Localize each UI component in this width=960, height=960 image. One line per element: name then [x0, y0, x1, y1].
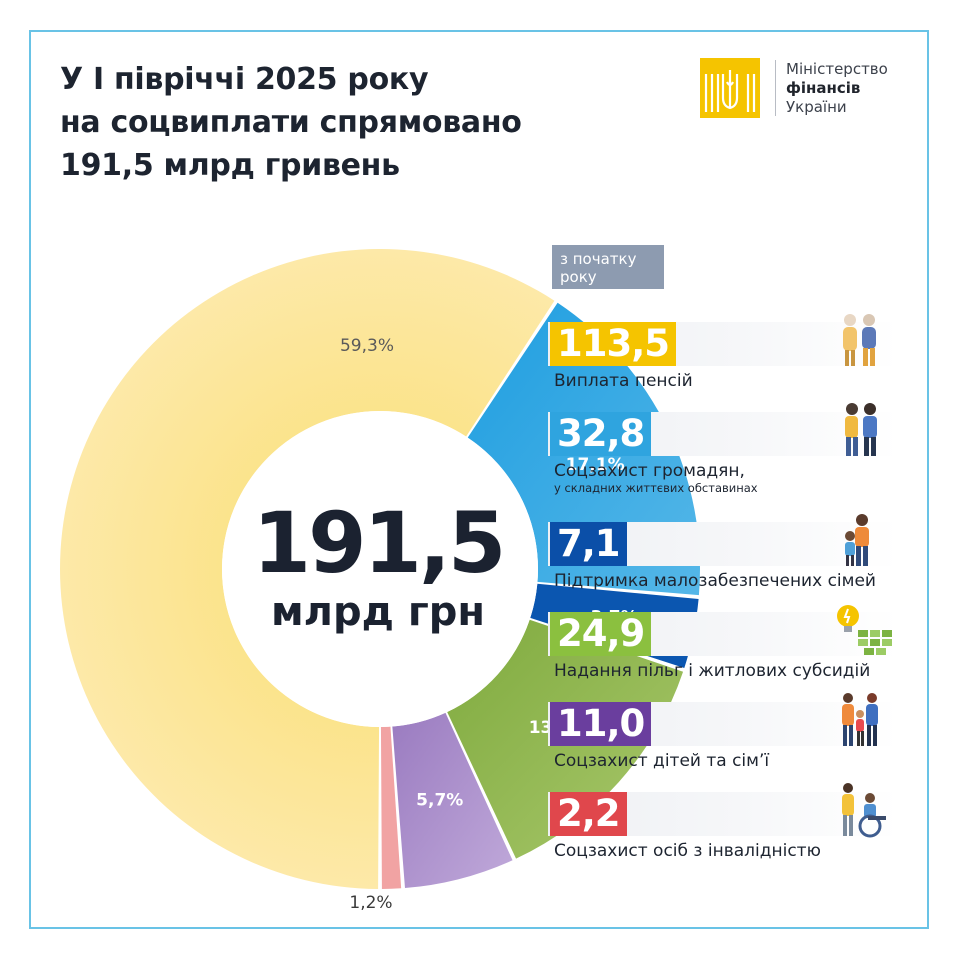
legend-value: 32,8: [550, 412, 652, 456]
title-line: 191,5 млрд гривень: [60, 148, 400, 183]
donut-slice-children-family: [392, 712, 513, 889]
period-badge: з початку року: [552, 245, 664, 289]
legend-label: Соцзахист осіб з інвалідністю: [554, 841, 821, 861]
legend-value: 7,1: [550, 522, 627, 566]
legend-label: Підтримка малозабезпечених сімей: [554, 571, 876, 591]
slice-percent-label: 17,1%: [566, 455, 625, 475]
legend-value: 24,9: [550, 612, 652, 656]
logo-line: Міністерство: [786, 60, 888, 78]
trident-icon: [700, 58, 760, 118]
logo-line: фінансів: [786, 79, 861, 97]
title-line: на соцвиплати спрямовано: [60, 105, 522, 140]
logo-wordmark: Міністерство фінансів України: [786, 60, 888, 117]
legend-label: Виплата пенсій: [554, 371, 693, 391]
total-unit: млрд грн: [270, 589, 486, 635]
person-support-icon: [845, 403, 877, 456]
legend-item-pensions: 113,5 Виплата пенсій: [548, 314, 908, 414]
legend-label: Соцзахист дітей та сім’ї: [554, 751, 770, 771]
infographic-frame: [29, 30, 929, 929]
logo-line: України: [786, 98, 847, 116]
family-icon: [842, 693, 878, 746]
total-value: 191,5: [252, 494, 507, 592]
donut-slice-pensions: [60, 248, 555, 889]
donut-hole: [222, 411, 538, 727]
page-title: У І півріччі 2025 року на соцвиплати спр…: [60, 58, 522, 187]
legend-item-social-protection: 32,8 Соцзахист громадян, у складних житт…: [548, 403, 908, 504]
lightbulb-houses-icon: [837, 605, 892, 655]
slice-percent-label: 5,7%: [416, 790, 463, 810]
logo-divider: [775, 60, 776, 116]
legend-value: 113,5: [550, 322, 677, 366]
legend-sublabel: у складних життєвих обставинах: [554, 481, 758, 495]
legend-label: Соцзахист громадян,: [554, 461, 745, 481]
legend-item-low-income-families: 7,1 Підтримка малозабезпечених сімей: [548, 514, 908, 614]
elderly-couple-icon: [843, 314, 876, 366]
title-line: У І півріччі 2025 року: [60, 62, 429, 97]
legend-value: 11,0: [550, 702, 652, 746]
wheelchair-icon: [842, 783, 886, 838]
ministry-logo: Міністерство фінансів України: [700, 58, 910, 120]
parent-child-icon: [845, 514, 869, 566]
legend-item-benefits-subsidies: 24,9 Надання пільг і житлових субсидій: [548, 605, 908, 704]
donut-slice-disability: [380, 726, 402, 889]
legend-label: Надання пільг і житлових субсидій: [554, 661, 871, 681]
legend-value: 2,2: [550, 792, 627, 836]
legend-item-children-family: 11,0 Соцзахист дітей та сім’ї: [548, 693, 908, 794]
slice-percent-label: 1,2%: [349, 893, 392, 913]
legend-item-disability: 2,2 Соцзахист осіб з інвалідністю: [548, 783, 908, 884]
slice-percent-label: 59,3%: [340, 336, 394, 356]
